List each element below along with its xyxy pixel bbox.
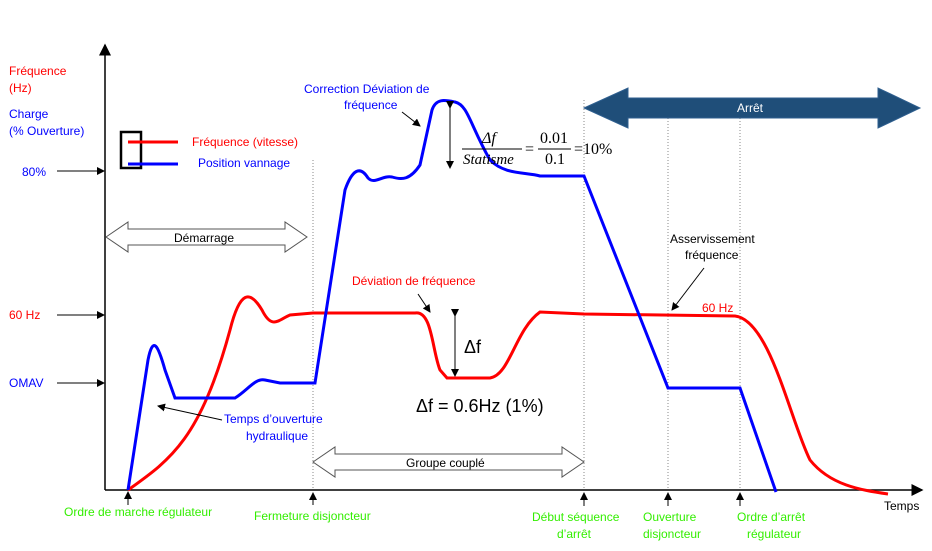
y-label-freq-2: (Hz) [9, 81, 32, 95]
deviation-pointer [417, 293, 431, 313]
demarrage-arrow [105, 221, 308, 253]
svg-text:0.01: 0.01 [540, 130, 568, 147]
svg-text:Statisme: Statisme [463, 152, 514, 168]
svg-text:Δf: Δf [481, 130, 498, 147]
groupe-couple-arrow [312, 446, 585, 478]
groupe-couple-label: Groupe couplé [406, 456, 485, 470]
event-debut-arret-1: Début séquence [532, 510, 620, 524]
asservissement-pointer [671, 267, 705, 311]
legend-pos-label: Position vannage [198, 156, 290, 170]
event-fermeture: Fermeture disjoncteur [254, 509, 371, 523]
event-ouverture-1: Ouverture [643, 510, 697, 524]
tick-80pct: 80% [22, 165, 46, 179]
deviation-label: Déviation de fréquence [352, 274, 476, 288]
correction-label-1: Correction Déviation de [304, 82, 430, 96]
svg-text:0.1: 0.1 [545, 151, 565, 168]
svg-text:=10%: =10% [574, 141, 612, 158]
legend-freq-label: Fréquence (vitesse) [192, 135, 298, 149]
event-ordre-arret-2: régulateur [747, 527, 801, 541]
demarrage-label: Démarrage [174, 231, 234, 245]
delta-f-value: Δf = 0.6Hz (1%) [416, 396, 544, 416]
frequency-curve [127, 295, 889, 496]
position-curve [126, 98, 778, 493]
tick-60hz: 60 Hz [9, 308, 40, 322]
event-ordre-marche: Ordre de marche régulateur [64, 505, 212, 519]
temps-ouverture-pointer [157, 403, 223, 421]
asservissement-1: Asservissement [670, 232, 755, 246]
x-axis-label: Temps [884, 499, 919, 513]
temps-ouverture-1: Temps d’ouverture [224, 412, 323, 426]
y-label-freq-1: Fréquence [9, 64, 67, 78]
delta-f-label: Δf [464, 337, 482, 357]
event-ordre-arret-1: Ordre d’arrêt [737, 510, 806, 524]
svg-text:=: = [525, 141, 534, 158]
hz60-curve-label: 60 Hz [702, 301, 733, 315]
asservissement-2: fréquence [685, 248, 739, 262]
tick-omav: OMAV [9, 376, 43, 390]
temps-ouverture-2: hydraulique [246, 429, 308, 443]
statism-formula: Δf Statisme = 0.01 0.1 =10% [462, 130, 612, 168]
correction-label-2: fréquence [344, 98, 398, 112]
y-label-charge-1: Charge [9, 107, 49, 121]
legend-box [119, 130, 143, 170]
y-label-charge-2: (% Ouverture) [9, 124, 84, 138]
arret-label: Arrêt [737, 101, 764, 115]
event-debut-arret-2: d’arrêt [557, 527, 592, 541]
event-labels: Ordre de marche régulateur Fermeture dis… [64, 491, 806, 541]
event-ouverture-2: disjoncteur [643, 527, 701, 541]
correction-pointer [401, 111, 421, 127]
arret-arrow [582, 87, 922, 129]
event-lines [312, 100, 741, 490]
